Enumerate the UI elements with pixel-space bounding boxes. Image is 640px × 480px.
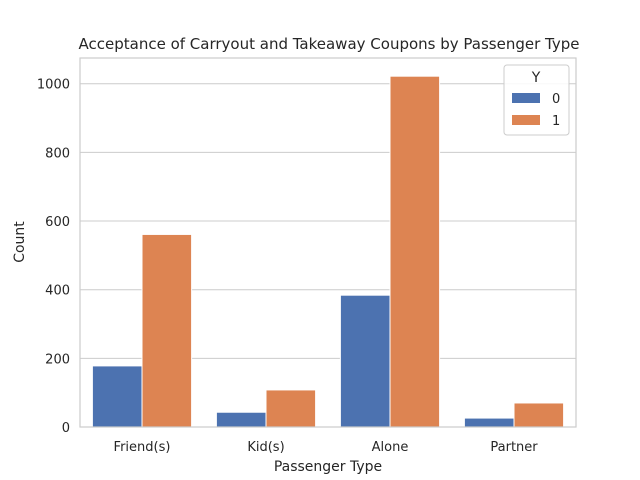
bars [91, 75, 565, 428]
bar-kids-series-0 [215, 411, 267, 428]
legend-swatch-0 [512, 93, 540, 103]
legend-title: Y [531, 70, 541, 86]
bar-alone-series-1 [389, 75, 441, 428]
x-axis-label: Passenger Type [274, 459, 382, 475]
legend-label-1: 1 [552, 114, 560, 129]
bar-friends-series-0 [91, 365, 143, 428]
x-tick-label: Alone [372, 440, 409, 455]
x-tick-label: Partner [490, 440, 538, 455]
bar-friends-series-1 [141, 233, 193, 428]
legend-swatch-1 [512, 115, 540, 125]
x-tick-label: Kid(s) [247, 440, 284, 455]
legend: Y 0 1 [503, 64, 570, 136]
y-tick-labels: 0 200 400 600 800 1000 [37, 78, 70, 436]
y-tick-label: 200 [45, 352, 70, 367]
y-tick-label: 800 [45, 146, 70, 161]
bar-partner-series-1 [513, 402, 565, 428]
bar-kids-series-1 [265, 389, 317, 428]
y-axis-label: Count [12, 221, 28, 263]
y-tick-label: 0 [62, 421, 70, 436]
chart-title: Acceptance of Carryout and Takeaway Coup… [79, 35, 580, 53]
plot-frame [79, 57, 577, 428]
bar-alone-series-0 [339, 294, 391, 428]
y-tick-label: 400 [45, 284, 70, 299]
bar-partner-series-0 [463, 417, 515, 428]
y-tick-label: 600 [45, 215, 70, 230]
x-tick-label: Friend(s) [114, 440, 171, 455]
legend-label-0: 0 [552, 92, 560, 107]
y-tick-label: 1000 [37, 78, 70, 93]
x-tick-labels: Friend(s) Kid(s) Alone Partner [114, 440, 539, 455]
